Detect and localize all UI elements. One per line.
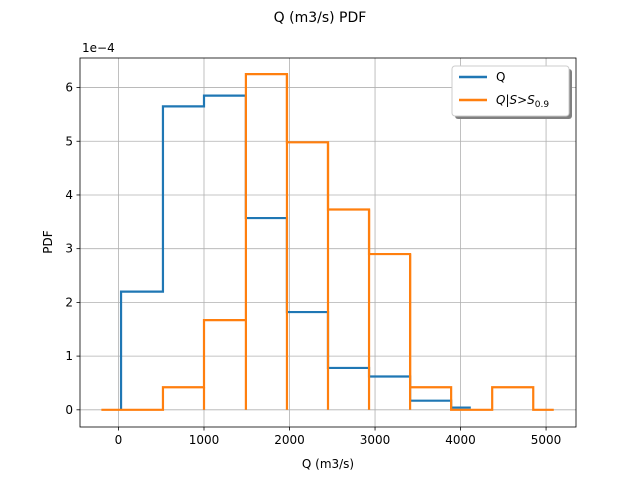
x-tick-label: 4000 <box>445 433 476 447</box>
y-axis-label: PDF <box>41 230 55 253</box>
legend-label-q: Q <box>496 70 505 84</box>
y-axis: 0 1 2 3 4 5 6 <box>65 81 80 417</box>
x-axis-label: Q (m3/s) <box>302 457 354 471</box>
legend-label-q-conditional-subscript: 0.9 <box>535 100 550 110</box>
y-tick-label: 6 <box>65 81 73 95</box>
series-layer <box>101 73 554 411</box>
x-axis: 0 1000 2000 3000 4000 5000 <box>115 427 562 447</box>
legend-label-q-conditional-main: Q|S>S <box>496 93 535 107</box>
x-tick-label: 0 <box>115 433 123 447</box>
y-offset-text: 1e−4 <box>82 41 115 55</box>
legend: Q Q|S>S0.9 <box>451 65 572 119</box>
y-tick-label: 1 <box>65 349 73 363</box>
x-tick-label: 3000 <box>360 433 391 447</box>
y-tick-label: 3 <box>65 242 73 256</box>
x-tick-label: 2000 <box>274 433 305 447</box>
y-tick-label: 2 <box>65 295 73 309</box>
legend-label-q-conditional: Q|S>S0.9 <box>496 93 549 110</box>
chart-title: Q (m3/s) PDF <box>274 10 367 26</box>
series-line-1 <box>101 73 554 411</box>
plot-frame <box>79 57 577 428</box>
legend-box <box>451 65 570 117</box>
x-tick-label: 5000 <box>531 433 562 447</box>
y-tick-label: 5 <box>65 134 73 148</box>
y-tick-label: 4 <box>65 188 73 202</box>
x-tick-label: 1000 <box>189 433 220 447</box>
y-tick-label: 0 <box>65 403 73 417</box>
